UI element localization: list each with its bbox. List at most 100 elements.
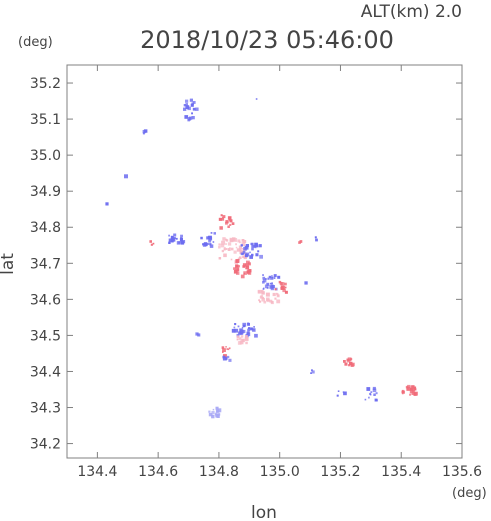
echo-point [344, 362, 348, 366]
plot-frame [66, 64, 463, 459]
echo-point [231, 328, 236, 333]
x-tick-label: 135.6 [442, 464, 482, 480]
echo-point [181, 240, 186, 244]
echo-point [195, 107, 199, 111]
echo-point [243, 271, 247, 275]
echo-point [176, 241, 181, 245]
echo-point [264, 278, 267, 280]
echo-point [270, 276, 274, 280]
echo-point [277, 294, 280, 297]
echo-point [223, 253, 227, 258]
echo-point [183, 104, 187, 107]
echo-point [271, 282, 273, 285]
echo-point [217, 413, 221, 416]
echo-point [304, 281, 308, 285]
echo-point [222, 217, 224, 219]
echo-point [245, 265, 250, 270]
echo-point [255, 98, 258, 100]
echo-point [211, 414, 214, 417]
echo-point [192, 107, 196, 111]
y-tick-label: 34.7 [30, 256, 61, 272]
echo-point [209, 243, 212, 246]
echo-point [191, 116, 195, 120]
echo-point [269, 285, 273, 289]
echo-point [173, 236, 176, 239]
echo-point [217, 408, 222, 413]
echo-point [265, 292, 270, 297]
y-tick-label: 34.3 [30, 401, 61, 417]
echo-point [273, 274, 277, 278]
echo-point [215, 406, 219, 410]
echo-point [284, 282, 287, 286]
echo-point [209, 244, 214, 248]
echo-point [187, 118, 190, 122]
echo-point [228, 347, 231, 350]
echo-point [225, 346, 227, 348]
echo-point [223, 248, 226, 251]
echo-point [192, 101, 196, 104]
echo-point [245, 341, 248, 345]
echo-point [375, 392, 378, 395]
echo-point [222, 355, 226, 359]
y-tick-label: 34.5 [30, 328, 61, 344]
echo-point [244, 254, 249, 258]
echo-point [227, 225, 230, 228]
echo-point [349, 361, 353, 366]
echo-point [369, 392, 372, 395]
echo-point [218, 246, 221, 249]
echo-point [228, 216, 231, 219]
echo-point [211, 411, 215, 415]
echo-point [235, 259, 240, 263]
echo-point [262, 278, 267, 283]
echo-point [236, 271, 240, 275]
echo-point [273, 277, 276, 279]
echo-point [180, 239, 183, 242]
x-tick-label: 134.6 [138, 464, 178, 480]
echo-point [208, 412, 213, 417]
echo-point [245, 244, 249, 248]
echo-point [263, 287, 265, 290]
echo-point [222, 348, 226, 352]
echo-point [229, 237, 234, 242]
echo-point [343, 360, 346, 363]
axis-ticks: 134.4 134.6 134.8 135.0 135.2 135.4 135.6 34.2 3… [30, 65, 482, 480]
echo-point [235, 243, 237, 246]
echo-point [228, 358, 232, 362]
x-tick-label: 134.8 [199, 464, 239, 480]
echo-point [336, 394, 339, 397]
echo-point [213, 232, 216, 235]
echo-point [284, 290, 288, 294]
echo-point [261, 290, 264, 293]
data-points [105, 98, 418, 419]
echo-point [239, 248, 242, 251]
echo-point [208, 236, 213, 241]
echo-point [259, 300, 262, 303]
echo-point [234, 323, 237, 326]
echo-point [254, 242, 258, 247]
echo-point [311, 370, 315, 374]
echo-point [212, 408, 215, 411]
y-tick-label: 34.4 [30, 364, 61, 380]
echo-point [247, 328, 250, 332]
echo-point [168, 241, 171, 244]
echo-point [235, 246, 238, 249]
echo-point [225, 248, 228, 250]
echo-point [228, 219, 231, 221]
echo-point [233, 267, 236, 270]
echo-point [282, 288, 286, 293]
echo-point [187, 106, 191, 111]
echo-point [229, 223, 232, 226]
echo-point [249, 251, 251, 254]
echo-point [266, 298, 270, 303]
echo-point [210, 232, 213, 234]
echo-point [229, 247, 231, 249]
echo-point [406, 386, 411, 391]
echo-point [253, 245, 256, 248]
echo-point [351, 362, 355, 367]
echo-point [271, 275, 273, 277]
echo-point [249, 255, 253, 259]
echo-point [271, 285, 275, 289]
echo-point [266, 282, 270, 286]
echo-point [268, 275, 272, 279]
y-axis-label: lat [0, 253, 18, 275]
